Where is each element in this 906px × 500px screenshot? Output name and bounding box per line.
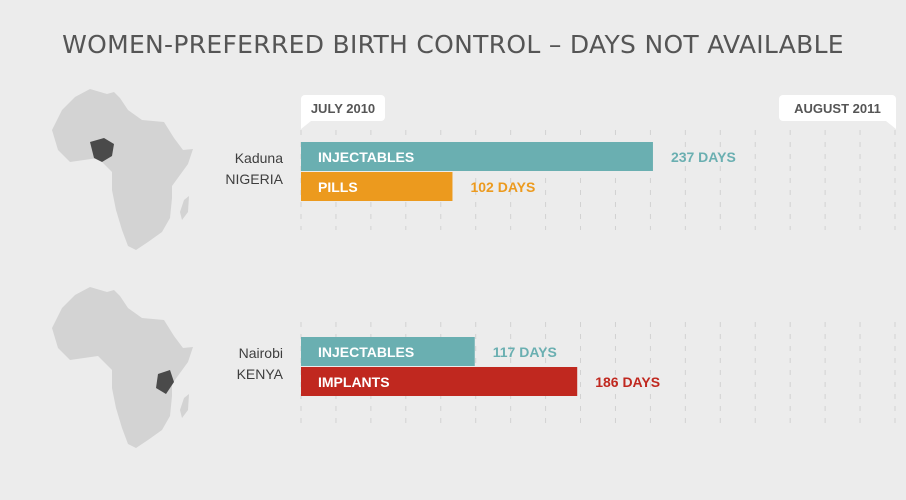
- country-label-kenya: KENYA: [237, 366, 284, 382]
- bar-label-pills-nigeria: PILLS: [318, 179, 358, 195]
- bar-label-implants-kenya: IMPLANTS: [318, 374, 390, 390]
- bar-label-injectables-kenya: INJECTABLES: [318, 344, 414, 360]
- bar-series: INJECTABLES 237 DAYS PILLS 102 DAYS INJECTAB…: [301, 142, 736, 396]
- bar-injectables-nigeria: [301, 142, 653, 171]
- bar-injectables-kenya: [301, 337, 475, 366]
- highlighted-country: [90, 138, 114, 162]
- bar-label-injectables-nigeria: INJECTABLES: [318, 149, 414, 165]
- africa-map-nigeria: [52, 89, 193, 250]
- timeline-start-marker-label: JULY 2010: [311, 101, 375, 116]
- bar-implants-kenya: [301, 367, 578, 396]
- country-label-nigeria: NIGERIA: [225, 171, 283, 187]
- value-label-implants-kenya: 186 DAYS: [595, 374, 660, 390]
- value-label-pills-nigeria: 102 DAYS: [470, 179, 535, 195]
- chart-title: WOMEN-PREFERRED BIRTH CONTROL – DAYS NOT…: [62, 30, 844, 59]
- city-label-kenya: Nairobi: [239, 345, 283, 361]
- value-label-injectables-nigeria: 237 DAYS: [671, 149, 736, 165]
- timeline-end-marker-label: AUGUST 2011: [794, 101, 881, 116]
- bar-pills-nigeria: [301, 172, 453, 201]
- timeline-markers: JULY 2010 AUGUST 2011: [301, 95, 896, 129]
- timeline-end-marker: AUGUST 2011: [779, 95, 896, 129]
- value-label-injectables-kenya: 117 DAYS: [493, 344, 557, 360]
- city-label-nigeria: Kaduna: [235, 150, 283, 166]
- timeline-start-marker: JULY 2010: [301, 95, 385, 129]
- africa-map-kenya: [52, 287, 193, 448]
- group-labels: Kaduna NIGERIA Nairobi KENYA: [225, 150, 283, 382]
- maps: [52, 89, 193, 448]
- highlighted-country: [156, 370, 174, 394]
